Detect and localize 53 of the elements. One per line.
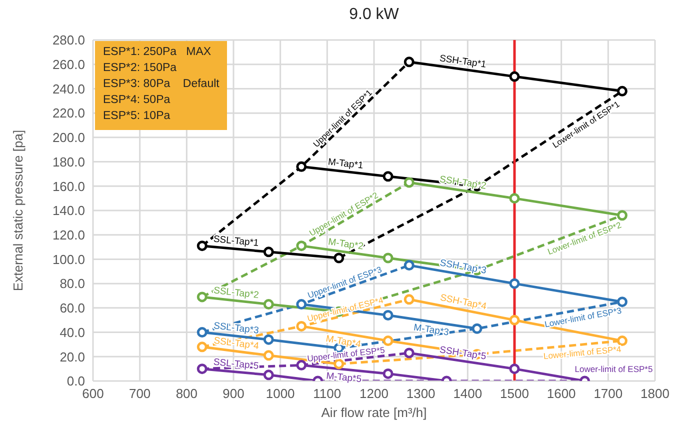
annotation: ESP*3: 80Pa Default (103, 77, 220, 92)
text: SSH-Tap*3 (439, 258, 488, 276)
text: SSH-Tap*1 (438, 53, 487, 70)
text: SSL-Tap*1 (212, 234, 260, 249)
text: M-Tap*2 (327, 236, 364, 252)
x-tick-label: 800 (176, 386, 198, 402)
y-tick-label: 180.0 (52, 154, 85, 170)
y-tick-label: 280.0 (52, 32, 85, 48)
y-tick-label: 80.0 (60, 276, 85, 292)
y-tick-label: 200.0 (52, 130, 85, 146)
text: M-Tap*1 (327, 156, 364, 172)
x-tick-label: 1500 (500, 386, 529, 402)
text: SSH-Tap*5 (438, 344, 487, 362)
text: M-Tap*5 (326, 370, 362, 386)
annotation: ESP*4: 50Pa (103, 93, 172, 108)
text: Lower-limit of ESP*3 (544, 305, 623, 330)
x-tick-label: 700 (128, 386, 151, 402)
text: Lower-limit of ESP*4 (543, 344, 622, 362)
y-tick-label: 100.0 (52, 252, 85, 267)
x-axis-title: Air flow rate [m³/h] (321, 405, 427, 420)
x-tick-label: 600 (82, 386, 104, 402)
annotation: ESP*2: 150Pa (103, 61, 178, 76)
y-tick-label: 160.0 (52, 178, 85, 194)
x-tick-label: 900 (222, 386, 244, 402)
y-tick-label: 140.0 (52, 203, 85, 218)
y-tick-label: 120.0 (52, 227, 85, 242)
x-tick-label: 1100 (313, 386, 342, 402)
y-tick-label: 260.0 (52, 56, 85, 72)
x-tick-label: 1600 (546, 386, 576, 402)
y-tick-label: 40.0 (60, 324, 85, 340)
y-tick-label: 60.0 (60, 300, 85, 316)
annotation: ESP*5: 10Pa (103, 109, 172, 124)
x-tick-label: 1000 (266, 386, 295, 402)
x-tick-label: 1200 (360, 386, 388, 402)
text: SSH-Tap*2 (438, 174, 487, 192)
chart-title: 9.0 kW (348, 6, 400, 24)
text: SSL-Tap*5 (212, 356, 260, 372)
text: SSL-Tap*2 (213, 285, 260, 302)
text: M-Tap*4 (324, 334, 362, 350)
y-tick-label: 20.0 (60, 349, 85, 364)
y-tick-label: 220.0 (52, 106, 85, 121)
x-tick-label: 1800 (640, 386, 670, 402)
y-axis-title: External static pressure [pa] (10, 130, 26, 292)
y-tick-label: 0.0 (66, 374, 85, 389)
text: SSH-Tap*4 (439, 292, 488, 312)
x-tick-label: 1700 (594, 386, 623, 402)
series-label: Lower-limit of ESP*5 (574, 364, 653, 374)
x-tick-label: 1300 (406, 386, 436, 402)
x-tick-label: 1400 (453, 386, 482, 402)
y-tick-label: 240.0 (52, 81, 85, 96)
annotation: ESP*1: 250Pa MAX (103, 45, 212, 60)
text: M-Tap*3 (412, 322, 450, 338)
text: SSL-Tap*3 (213, 320, 260, 336)
